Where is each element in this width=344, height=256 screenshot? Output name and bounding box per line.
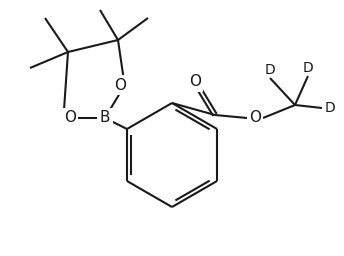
Text: O: O bbox=[114, 78, 126, 92]
Text: B: B bbox=[100, 111, 110, 125]
Text: D: D bbox=[325, 101, 335, 115]
Text: O: O bbox=[64, 111, 76, 125]
Text: O: O bbox=[249, 111, 261, 125]
Text: O: O bbox=[189, 74, 201, 90]
Text: D: D bbox=[265, 63, 276, 77]
Text: D: D bbox=[303, 61, 313, 75]
